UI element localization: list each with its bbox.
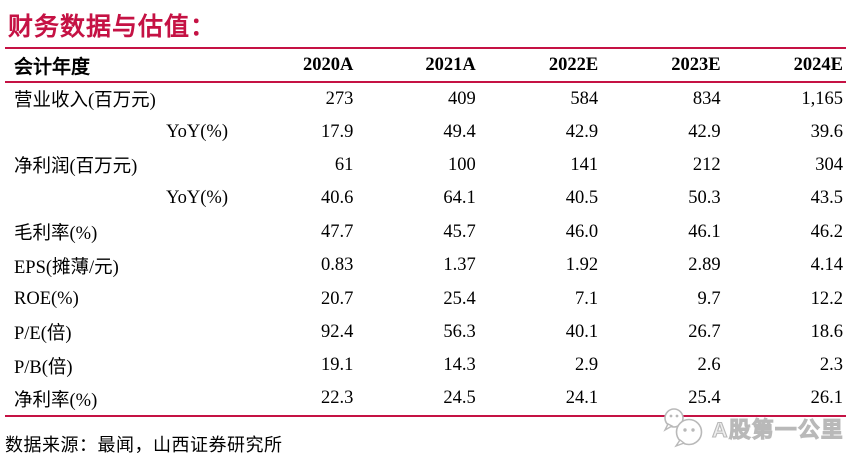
cell-value: 42.9 [688, 121, 721, 142]
cell-value: 26.7 [688, 321, 721, 342]
wechat-icon [661, 407, 707, 449]
cell-value: 61 [334, 154, 354, 175]
row-label: ROE(%) [14, 288, 79, 309]
cell-value: 24.1 [565, 388, 599, 409]
column-header-year: 2020A [234, 48, 357, 83]
cell-value: 9.7 [697, 288, 721, 309]
cell-value: 7.1 [575, 288, 599, 309]
cell-value: 2.3 [819, 355, 843, 376]
cell-value: 17.9 [321, 121, 354, 142]
cell-value: 584 [570, 88, 599, 109]
cell-value: 43.5 [810, 188, 843, 209]
cell-value: 18.6 [810, 321, 843, 342]
cell-value: 20.7 [321, 288, 354, 309]
page-title: 财务数据与估值： [8, 14, 217, 41]
cell-value: 40.6 [321, 188, 354, 209]
cell-value: 46.0 [565, 221, 599, 242]
cell-value: 1.37 [443, 255, 476, 276]
cell-value: 834 [692, 88, 721, 109]
cell-value: 46.1 [688, 221, 721, 242]
cell-value: 12.2 [810, 288, 843, 309]
cell-value: 409 [448, 88, 476, 109]
cell-value: 46.2 [810, 221, 843, 242]
table-row: 净利润(百万元) 61 100 141 212 304 [5, 149, 846, 182]
cell-value: 1,165 [801, 88, 843, 109]
table-row: 净利率(%) 22.3 24.5 24.1 25.4 26.1 [5, 383, 846, 416]
watermark: A股第一公里 [661, 407, 844, 449]
column-header-label: 会计年度 [5, 48, 234, 83]
cell-value: 273 [325, 88, 354, 109]
table-row: ROE(%) 20.7 25.4 7.1 9.7 12.2 [5, 282, 846, 315]
cell-value: 25.4 [443, 288, 476, 309]
row-label: 营业收入(百万元) [14, 91, 156, 112]
cell-value: 14.3 [443, 355, 476, 376]
cell-value: 2.9 [575, 355, 599, 376]
cell-value: 25.4 [688, 388, 721, 409]
cell-value: 2.6 [697, 355, 721, 376]
cell-value: 39.6 [810, 121, 843, 142]
cell-value: 141 [570, 154, 599, 175]
cell-value: 19.1 [321, 355, 354, 376]
cell-value: 22.3 [321, 388, 354, 409]
cell-value: 0.83 [321, 255, 354, 276]
cell-value: 50.3 [688, 188, 721, 209]
table-header-row: 会计年度 2020A 2021A 2022E 2023E 2024E [5, 48, 846, 83]
cell-value: 64.1 [443, 188, 476, 209]
cell-value: 1.92 [565, 255, 599, 276]
column-header-year: 2023E [601, 48, 724, 83]
table-header: 会计年度 2020A 2021A 2022E 2023E 2024E [5, 48, 846, 83]
cell-value: 212 [692, 154, 721, 175]
row-label: 净利率(%) [14, 390, 98, 411]
cell-value: 40.5 [565, 188, 599, 209]
watermark-text: A股第一公里 [711, 417, 845, 442]
row-label: EPS(摊薄/元) [14, 257, 119, 278]
cell-value: 24.5 [443, 388, 476, 409]
table-row: EPS(摊薄/元) 0.83 1.37 1.92 2.89 4.14 [5, 249, 846, 282]
table-row: 毛利率(%) 47.7 45.7 46.0 46.1 46.2 [5, 216, 846, 249]
row-label: YoY(%) [166, 121, 228, 142]
row-label: 毛利率(%) [14, 224, 98, 245]
column-header-year: 2022E [478, 48, 602, 83]
cell-value: 47.7 [321, 221, 354, 242]
cell-value: 26.1 [810, 388, 843, 409]
cell-value: 92.4 [321, 321, 354, 342]
row-label: P/E(倍) [14, 324, 72, 345]
cell-value: 45.7 [443, 221, 476, 242]
financial-table: 会计年度 2020A 2021A 2022E 2023E 2024E 营业收入(百万元) 2… [5, 47, 846, 417]
column-header-year: 2021A [356, 48, 479, 83]
source-note: 数据来源：最闻，山西证券研究所 [5, 435, 283, 455]
table-row: P/B(倍) 19.1 14.3 2.9 2.6 2.3 [5, 349, 846, 382]
row-label: 净利润(百万元) [14, 157, 138, 178]
row-label: P/B(倍) [14, 357, 73, 378]
cell-value: 40.1 [565, 321, 599, 342]
table-row: YoY(%) 40.6 64.1 40.5 50.3 43.5 [5, 182, 846, 215]
cell-value: 42.9 [565, 121, 599, 142]
table-row: P/E(倍) 92.4 56.3 40.1 26.7 18.6 [5, 316, 846, 349]
table-row: 营业收入(百万元) 273 409 584 834 1,165 [5, 82, 846, 115]
cell-value: 304 [815, 154, 843, 175]
cell-value: 2.89 [688, 255, 721, 276]
cell-value: 100 [448, 154, 476, 175]
table-row: YoY(%) 17.9 49.4 42.9 42.9 39.6 [5, 115, 846, 148]
row-label: YoY(%) [166, 188, 228, 209]
column-header-year: 2024E [723, 48, 846, 83]
cell-value: 56.3 [443, 321, 476, 342]
cell-value: 4.14 [810, 255, 843, 276]
cell-value: 49.4 [443, 121, 476, 142]
